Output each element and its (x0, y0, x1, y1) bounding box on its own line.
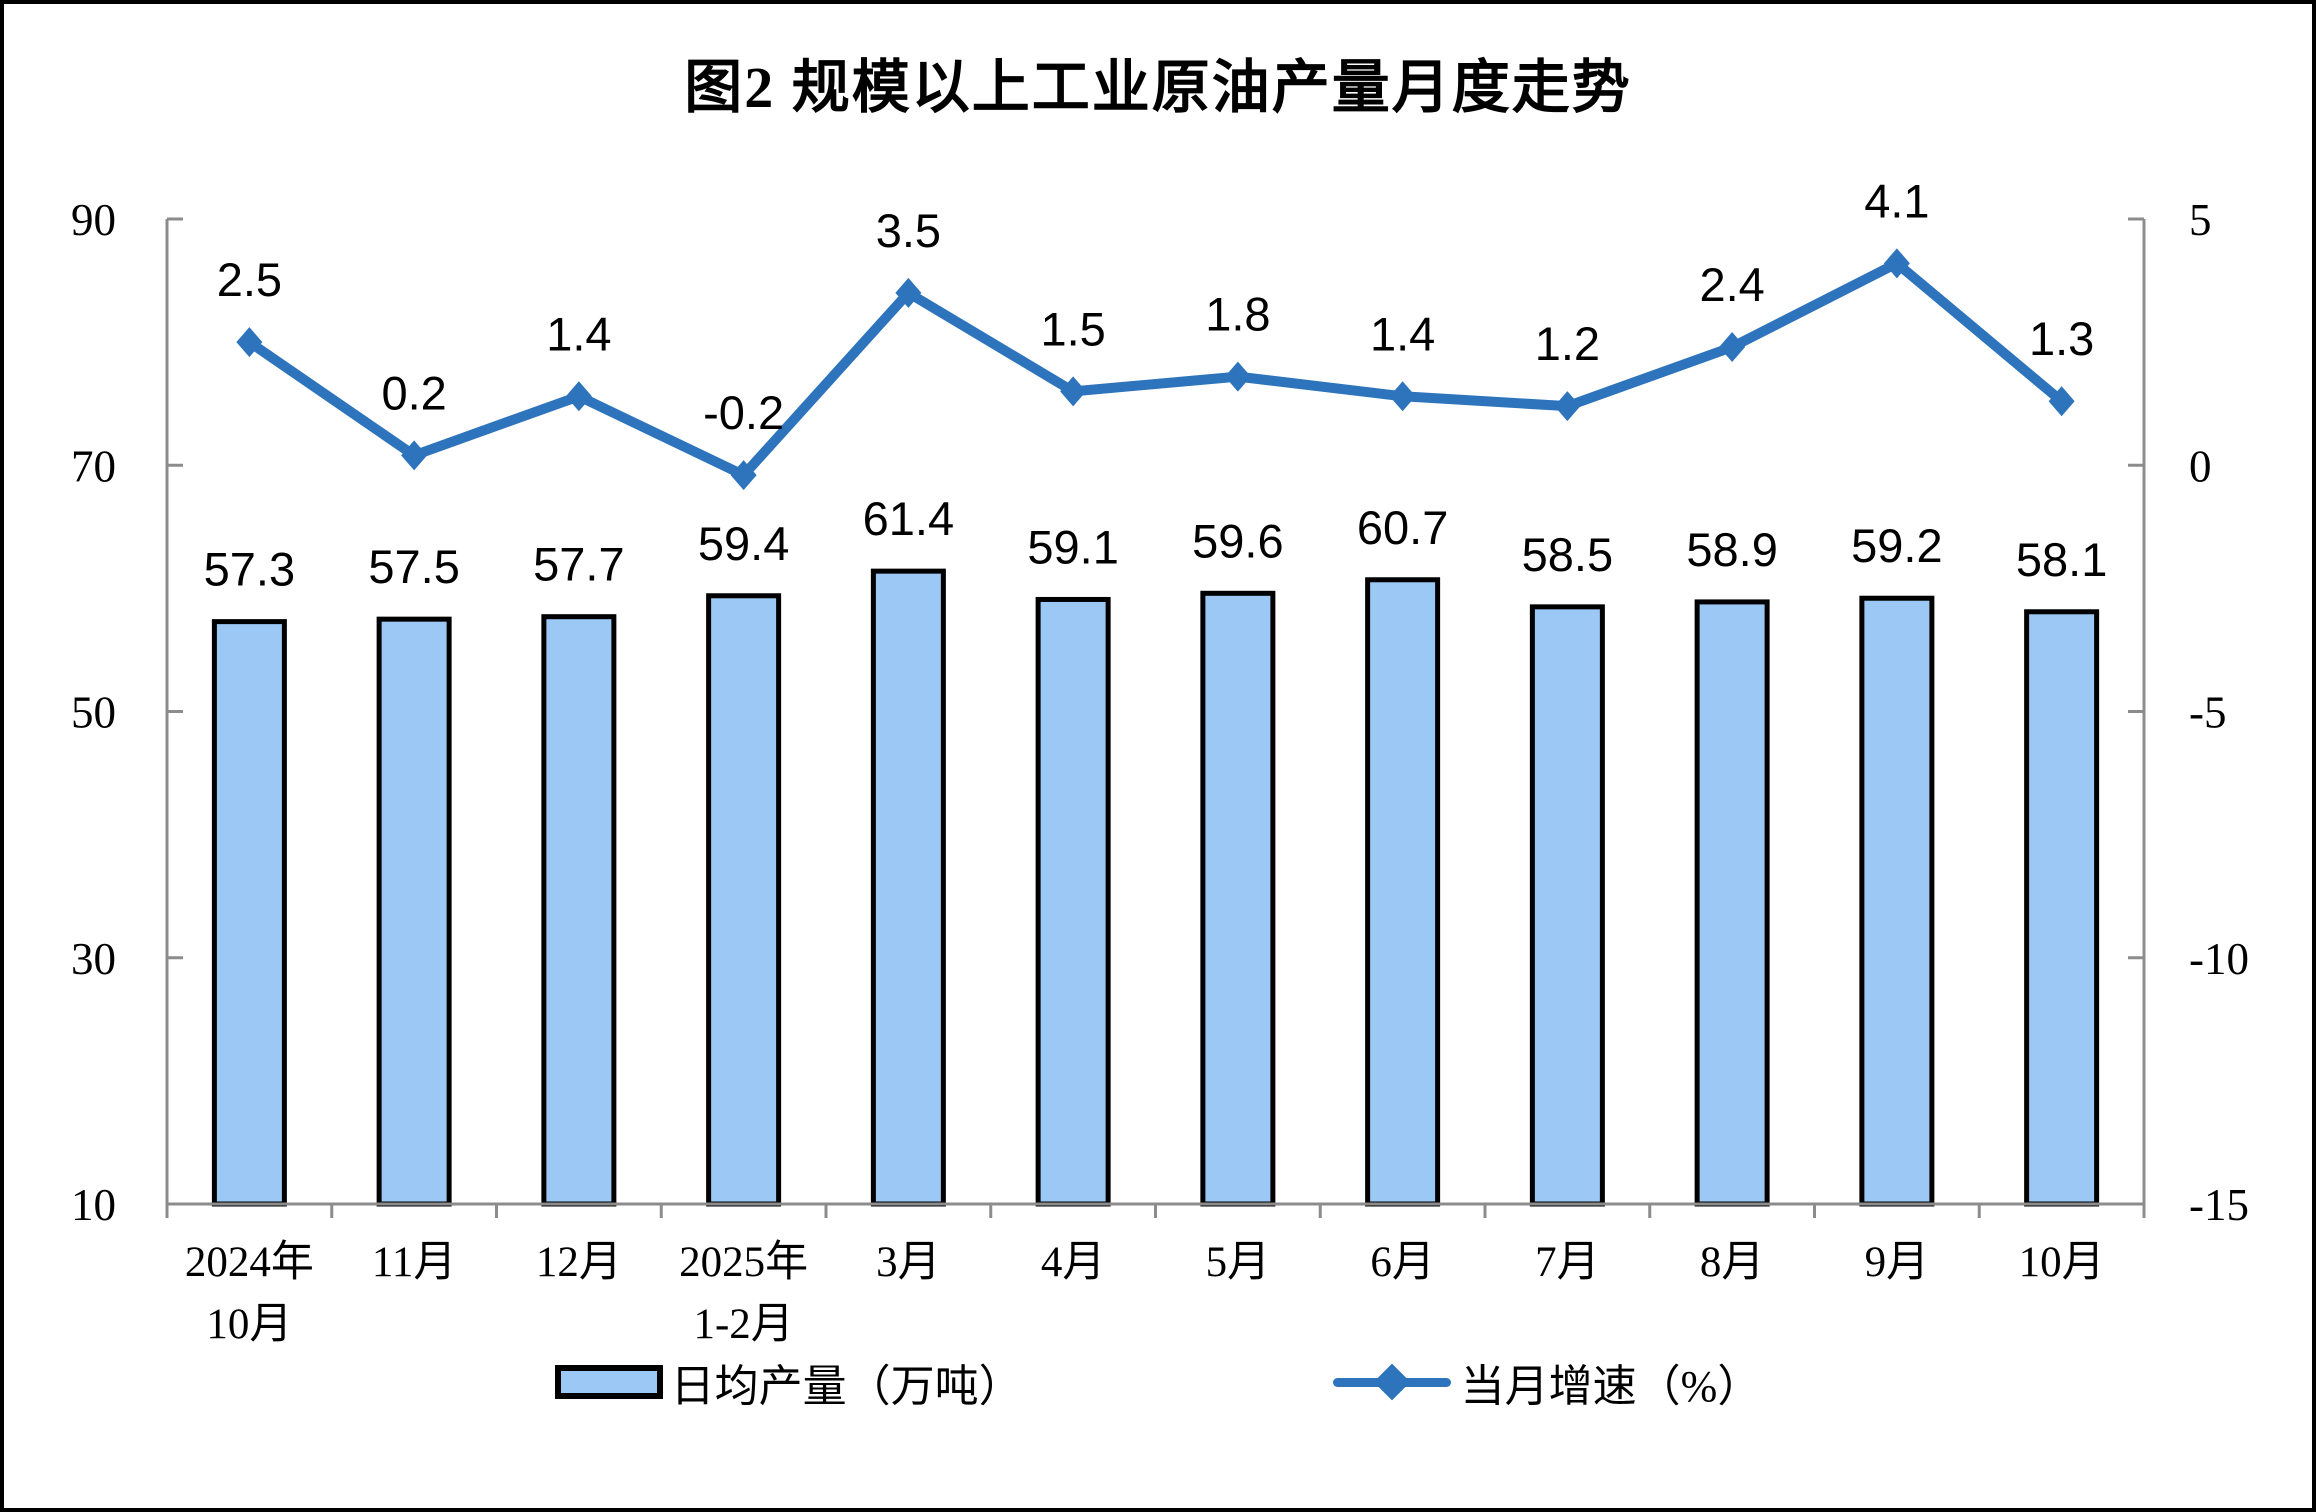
bar (2024, 609, 2100, 1207)
growth-rate-line (244, 258, 2067, 481)
line-value-label: 4.1 (1864, 174, 1929, 227)
right-axis-tick-label: -5 (2189, 688, 2227, 738)
bar-swatch-icon (554, 1365, 663, 1399)
left-axis-tick-label: 30 (71, 934, 116, 984)
x-category-label: 9月 (1865, 1239, 1930, 1286)
bar (1859, 595, 1935, 1207)
diamond-marker-icon (1554, 391, 1581, 422)
x-category-label: 5月 (1206, 1239, 1271, 1286)
right-axis-tick-label: 5 (2189, 195, 2212, 245)
left-axis-tick-label: 10 (71, 1180, 116, 1230)
bar-value-label: 59.1 (1027, 520, 1118, 573)
x-category-label: 2025年 (679, 1239, 808, 1286)
bar (1200, 590, 1276, 1207)
x-category-label: 3月 (876, 1239, 941, 1286)
bar-value-label: 57.3 (204, 543, 295, 596)
left-axis-tick-label: 50 (71, 688, 116, 738)
x-category-label: 6月 (1370, 1239, 1435, 1286)
diamond-marker-icon (1224, 361, 1251, 392)
left-axis-tick-label: 90 (71, 195, 116, 245)
bar (211, 619, 287, 1207)
line-swatch-icon (1332, 1363, 1451, 1401)
bar (1694, 599, 1770, 1207)
line-value-label: 1.4 (546, 307, 611, 360)
bar (1529, 604, 1605, 1207)
diamond-marker-icon (1883, 248, 1910, 279)
bar (1035, 596, 1111, 1207)
legend: 日均产量（万吨） 当月增速（%） (4, 1350, 2312, 1414)
line-value-label: 1.5 (1040, 302, 1105, 355)
x-category-label: 7月 (1535, 1239, 1600, 1286)
bar-value-label: 59.2 (1851, 519, 1942, 572)
bar-value-label: 60.7 (1357, 501, 1448, 554)
diamond-marker-icon (1389, 381, 1416, 412)
diamond-marker-icon (730, 460, 757, 491)
bar (376, 616, 452, 1207)
legend-item-line: 当月增速（%） (1332, 1350, 1762, 1414)
line-value-label: 0.2 (381, 366, 446, 419)
diamond-marker-icon (1060, 376, 1087, 407)
bar (870, 568, 946, 1207)
x-category-label: 4月 (1041, 1239, 1106, 1286)
line-value-label: -0.2 (703, 386, 784, 439)
bar-value-label: 59.6 (1192, 514, 1283, 567)
bar-value-label: 58.9 (1686, 523, 1777, 576)
diamond-marker-icon (895, 277, 922, 308)
diamond-marker-icon (236, 327, 263, 358)
x-category-label: 10月 (206, 1301, 292, 1348)
bar-value-label: 59.4 (698, 517, 789, 570)
bar-value-label: 61.4 (863, 492, 954, 545)
line-value-label: 1.2 (1535, 317, 1600, 370)
line-value-label: 1.8 (1205, 288, 1270, 341)
x-category-label: 11月 (372, 1239, 456, 1286)
right-axis-tick-label: 0 (2189, 441, 2212, 491)
diamond-marker-icon (565, 381, 592, 412)
bar (706, 593, 782, 1207)
right-axis-tick-label: -15 (2189, 1180, 2249, 1230)
diamond-marker-icon (401, 440, 428, 471)
x-category-label: 2024年 (185, 1239, 314, 1286)
line-value-label: 1.4 (1370, 307, 1435, 360)
diamond-marker-icon (1373, 1363, 1411, 1401)
bar-value-label: 57.7 (533, 538, 624, 591)
legend-bar-label: 日均产量（万吨） (670, 1362, 1023, 1411)
bar-value-label: 57.5 (368, 540, 459, 593)
diamond-marker-icon (2048, 386, 2075, 417)
bar (541, 614, 617, 1207)
left-axis-tick-label: 70 (71, 441, 116, 491)
x-category-label: 12月 (536, 1239, 622, 1286)
chart-plot-area: 10 30 50 70 90 -15 -10 -5 0 5 2024年 10月 11月 12月 2025年 1… (71, 174, 2249, 1348)
line-value-label: 2.5 (217, 253, 282, 306)
bar-value-label: 58.5 (1522, 528, 1613, 581)
bar (1365, 577, 1441, 1207)
x-category-label: 8月 (1700, 1239, 1765, 1286)
right-axis-tick-label: -10 (2189, 934, 2249, 984)
bar-value-label: 58.1 (2016, 533, 2107, 586)
diamond-marker-icon (1719, 332, 1746, 363)
line-value-label: 2.4 (1699, 258, 1764, 311)
line-value-label: 1.3 (2029, 312, 2094, 365)
x-category-label: 1-2月 (693, 1301, 793, 1348)
line-value-label: 3.5 (876, 204, 941, 257)
chart-title: 图2 规模以上工业原油产量月度走势 (684, 55, 1632, 120)
legend-line-label: 当月增速（%） (1460, 1362, 1762, 1411)
legend-item-bars: 日均产量（万吨） (554, 1350, 1023, 1414)
x-category-label: 10月 (2019, 1239, 2105, 1286)
